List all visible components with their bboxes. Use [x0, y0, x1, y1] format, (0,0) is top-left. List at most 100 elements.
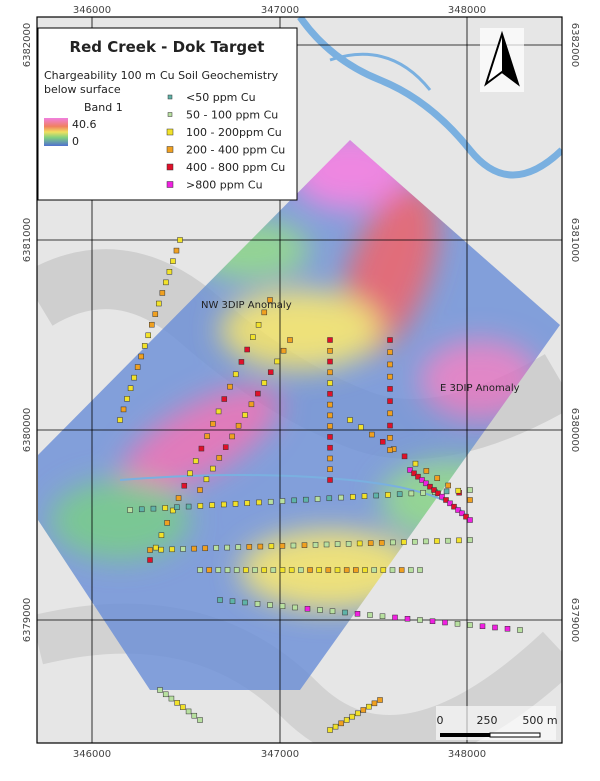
soil-sample	[149, 321, 155, 328]
soil-sample	[387, 398, 393, 404]
soil-sample	[378, 540, 385, 546]
soil-sample	[463, 513, 469, 520]
soil-sample	[177, 237, 183, 243]
scale-label: 250	[477, 714, 498, 727]
soil-sample	[138, 506, 145, 513]
soil-sample	[355, 710, 361, 717]
scale-bar: 0 250 500 m	[436, 706, 558, 740]
soil-sample	[338, 494, 344, 501]
soil-sample	[162, 691, 169, 698]
soil-sample	[304, 606, 311, 612]
soil-sample	[242, 412, 248, 418]
easting-label: 348000	[448, 749, 486, 760]
soil-sample	[152, 311, 159, 317]
soil-sample	[387, 447, 393, 453]
soil-sample	[215, 408, 222, 415]
soil-sample	[387, 435, 393, 441]
soil-sample	[227, 383, 233, 390]
soil-sample	[408, 567, 414, 573]
easting-label: 348000	[448, 5, 486, 16]
map-title: Red Creek - Dok Target	[70, 38, 265, 56]
soil-sample	[390, 539, 396, 546]
soil-sample	[203, 476, 210, 483]
soil-sample	[455, 487, 462, 494]
legend-swatch	[167, 112, 173, 117]
soil-sample	[279, 567, 286, 573]
soil-sample	[131, 374, 137, 381]
soil-sample	[267, 602, 273, 608]
soil-sample	[434, 475, 441, 481]
soil-sample	[152, 544, 159, 551]
soil-sample	[180, 546, 186, 552]
legend-label: 100 - 200ppm Cu	[186, 126, 282, 139]
soil-sample	[206, 567, 212, 573]
soil-sample	[467, 517, 473, 523]
northing-label: 6380000	[22, 408, 33, 453]
soil-sample	[156, 300, 162, 307]
soil-sample	[358, 424, 364, 431]
soil-sample	[181, 482, 188, 489]
soil-sample	[279, 498, 286, 504]
soil-sample	[367, 540, 374, 546]
northing-label: 6382000	[569, 23, 580, 68]
northing-label: 6379000	[22, 598, 33, 643]
soil-sample	[267, 297, 273, 303]
soil-sample	[385, 492, 391, 498]
soil-sample	[445, 537, 451, 544]
soil-sample	[274, 358, 280, 365]
soil-sample	[361, 493, 368, 499]
soil-sample	[407, 467, 413, 473]
ramp	[44, 118, 68, 146]
soil-sample	[174, 504, 180, 510]
legend-label: >800 ppm Cu	[186, 179, 263, 192]
soil-sample	[327, 401, 333, 408]
soil-sample	[197, 487, 203, 493]
soil-sample	[164, 520, 170, 526]
soil-sample	[209, 502, 215, 508]
soil-sample	[215, 567, 222, 573]
soil-sample	[371, 700, 378, 707]
soil-sample	[217, 597, 223, 603]
soil-sample	[327, 348, 333, 354]
soil-sample	[389, 567, 396, 573]
soil-sample	[404, 616, 411, 622]
soil-sample	[492, 624, 498, 631]
soil-sample	[423, 538, 429, 545]
soil-sample	[312, 542, 319, 548]
map-frame	[36, 16, 563, 744]
ramp-max: 40.6	[72, 118, 97, 131]
legend-label: 50 - 100 ppm Cu	[186, 109, 278, 122]
soil-sample	[290, 542, 297, 549]
soil-sample	[467, 622, 473, 628]
soil-sample	[327, 727, 333, 733]
soil-sample	[127, 385, 134, 391]
annotation: NW 3DIP Anomaly	[201, 300, 292, 311]
soil-sample	[166, 269, 173, 275]
legend-swatch	[167, 94, 173, 100]
soil-sample	[367, 612, 373, 618]
soil-sample	[134, 364, 141, 370]
soil-sample	[243, 567, 249, 573]
soil-sample	[467, 487, 473, 493]
band-label: Band 1	[84, 101, 123, 114]
soil-samples	[117, 237, 523, 733]
northing-label: 6381000	[569, 218, 580, 263]
soil-sample	[434, 538, 440, 544]
soil-sample	[173, 247, 180, 254]
soil-sample	[222, 444, 229, 450]
soil-sample	[327, 412, 333, 419]
point-legend: <50 ppm Cu 50 - 100 ppm Cu 100 - 200ppm Cu…	[166, 91, 285, 192]
soil-sample	[369, 431, 375, 438]
soil-sample	[379, 613, 386, 619]
soil-sample	[169, 546, 175, 553]
soil-sample	[327, 380, 333, 386]
easting-label: 346000	[73, 749, 111, 760]
soil-sample	[343, 717, 350, 723]
soil-sample	[147, 557, 153, 563]
points-title: Cu Soil Geochemistry	[160, 69, 279, 82]
soil-sample	[268, 543, 275, 549]
soil-sample	[261, 309, 268, 316]
soil-sample	[326, 495, 333, 502]
soil-sample	[327, 444, 333, 451]
soil-sample	[327, 434, 333, 440]
